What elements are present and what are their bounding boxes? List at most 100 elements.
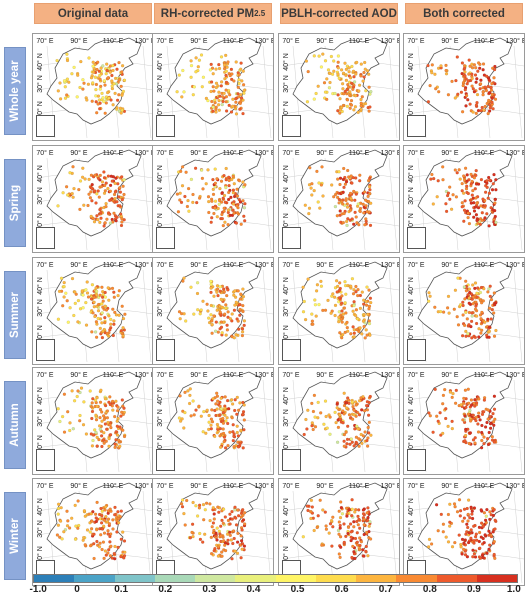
lon-tick-label: 90° E: [70, 149, 88, 157]
south-china-sea-inset: [36, 339, 55, 361]
station-point: [461, 80, 466, 85]
station-point: [222, 435, 227, 439]
station-point: [209, 535, 213, 540]
station-point: [96, 316, 100, 321]
station-point: [120, 398, 124, 402]
station-point: [103, 304, 107, 308]
station-point: [366, 178, 371, 183]
station-point: [61, 304, 65, 308]
south-china-sea-inset: [407, 339, 426, 361]
station-point: [111, 518, 115, 522]
station-point: [85, 280, 89, 284]
station-point: [96, 94, 101, 98]
station-point: [461, 191, 466, 195]
station-point: [209, 286, 213, 290]
station-point: [221, 416, 225, 421]
station-point: [353, 94, 358, 98]
station-point: [218, 404, 222, 408]
station-point: [193, 166, 198, 170]
station-point: [364, 328, 368, 332]
station-point: [215, 526, 219, 530]
lat-tick-label: 20° N: [156, 325, 164, 343]
station-point: [427, 299, 431, 303]
lon-tick-label: 70° E: [156, 261, 174, 269]
station-point: [338, 281, 342, 285]
station-point: [368, 394, 372, 399]
station-point: [91, 510, 95, 514]
station-point: [198, 312, 202, 316]
station-point: [342, 412, 346, 416]
station-point: [345, 104, 349, 109]
lon-tick-label: 70° E: [282, 261, 300, 269]
station-point: [474, 415, 479, 419]
station-point: [343, 280, 347, 284]
station-point: [210, 322, 214, 327]
station-point: [350, 555, 354, 560]
station-point: [446, 294, 451, 299]
station-point: [64, 291, 68, 295]
station-point: [493, 97, 498, 101]
station-point: [178, 191, 182, 195]
station-point: [95, 192, 99, 196]
station-point: [453, 505, 457, 509]
station-point: [349, 332, 353, 336]
station-point: [488, 510, 492, 514]
station-point: [100, 295, 105, 299]
station-point: [213, 199, 218, 203]
station-point: [197, 58, 202, 62]
station-point: [359, 107, 363, 112]
lat-tick-label: 40° N: [407, 277, 415, 295]
station-point: [467, 323, 471, 327]
colorbar-segment: [154, 575, 195, 582]
meridian-line: [142, 490, 152, 584]
station-point: [81, 306, 85, 310]
station-point: [223, 312, 227, 316]
station-point: [458, 177, 462, 181]
station-point: [474, 168, 478, 173]
station-point: [85, 528, 90, 532]
station-point: [180, 498, 185, 502]
station-point: [230, 517, 234, 521]
china-outline: [46, 37, 142, 125]
station-point: [228, 213, 232, 218]
station-point: [340, 309, 344, 313]
station-point: [484, 514, 488, 518]
station-point: [233, 408, 237, 413]
station-point: [351, 292, 356, 296]
station-point: [222, 439, 226, 444]
station-point: [342, 444, 346, 448]
station-point: [310, 193, 314, 197]
station-point: [194, 504, 198, 508]
station-point: [102, 224, 106, 228]
station-point: [336, 177, 340, 181]
station-point: [490, 188, 495, 192]
station-point: [217, 66, 222, 71]
station-point: [175, 192, 180, 196]
station-point: [120, 175, 124, 179]
station-point: [441, 178, 445, 182]
station-point: [239, 292, 243, 296]
station-point: [485, 333, 489, 337]
station-point: [491, 420, 496, 424]
map-panel: 70° E 90° E 110° E 130° E 40° N 30° N 20° N: [152, 257, 274, 365]
station-point: [493, 197, 497, 202]
station-point: [71, 165, 75, 169]
station-point: [102, 417, 106, 422]
station-point: [335, 440, 340, 444]
station-point: [238, 302, 242, 307]
station-point: [345, 202, 349, 206]
station-point: [364, 198, 368, 202]
station-point: [105, 90, 110, 95]
station-point: [122, 78, 127, 82]
station-point: [117, 313, 121, 317]
station-point: [62, 295, 66, 299]
station-point: [472, 63, 477, 67]
station-point: [356, 514, 360, 519]
station-point: [236, 92, 240, 96]
station-point: [236, 85, 240, 90]
colorbar-segment: [476, 575, 517, 582]
station-point: [324, 524, 328, 528]
colorbar-tick-label: 0: [74, 584, 80, 595]
station-point: [107, 400, 111, 404]
station-point: [438, 309, 443, 314]
